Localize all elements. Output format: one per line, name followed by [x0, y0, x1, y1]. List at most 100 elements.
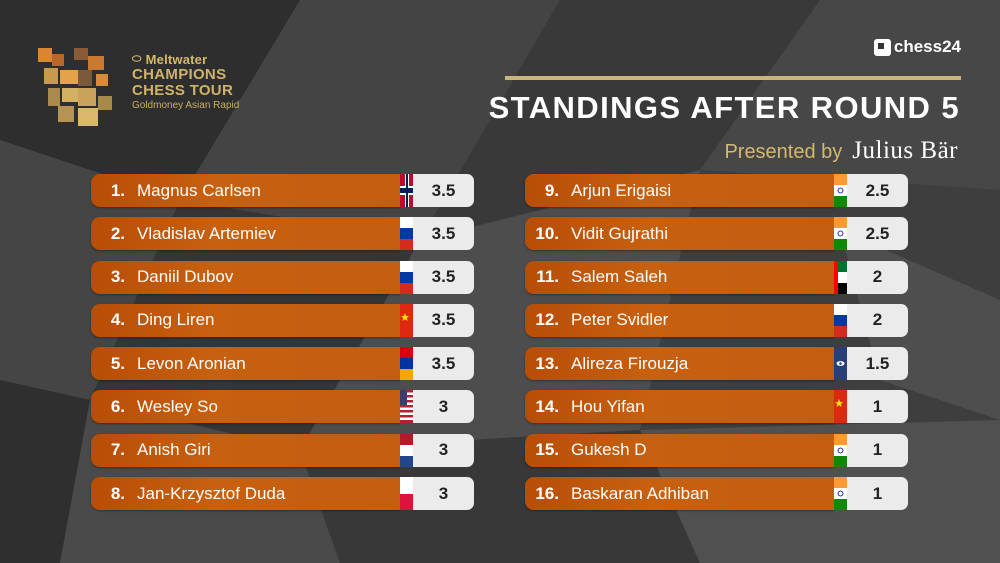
standings-row: 12. Peter Svidler 2: [525, 303, 908, 337]
presented-by: Presented by Julius Bär: [724, 137, 958, 165]
player-bar: 9. Arjun Erigaisi: [525, 174, 834, 207]
player-rank: 13.: [535, 353, 559, 373]
player-bar: 5. Levon Aronian: [91, 347, 400, 381]
player-bar: 3. Daniil Dubov: [91, 260, 400, 294]
player-score: 2.5: [847, 217, 908, 251]
player-rank: 2.: [110, 223, 125, 243]
standings-column-right: 9. Arjun Erigaisi 2.5 10. Vidit Gujrathi 2.5 1…: [525, 174, 908, 520]
player-rank: 1.: [110, 180, 125, 200]
player-name: Wesley So: [137, 396, 218, 416]
standings-row: 6. Wesley So 3: [91, 390, 474, 424]
event-name: Goldmoney Asian Rapid: [132, 100, 240, 111]
sponsor-name: Meltwater: [145, 52, 208, 67]
player-score: 3.5: [413, 303, 474, 337]
player-rank: 12.: [535, 310, 559, 330]
player-score: 2: [847, 260, 908, 294]
standings-row: 13. Alireza Firouzja 1.5: [525, 347, 908, 381]
standings-row: 8. Jan-Krzysztof Duda 3: [91, 477, 474, 511]
player-score: 3.5: [413, 217, 474, 251]
standings-row: 3. Daniil Dubov 3.5: [91, 260, 474, 294]
player-bar: 14. Hou Yifan: [525, 390, 834, 424]
player-name: Gukesh D: [571, 440, 647, 460]
player-score: 1.5: [847, 347, 908, 381]
page-title: STANDINGS AFTER ROUND 5: [488, 90, 960, 125]
player-name: Vladislav Artemiev: [137, 223, 276, 243]
uae-flag: [834, 260, 847, 294]
standings-row: 16. Baskaran Adhiban 1: [525, 477, 908, 511]
player-rank: 15.: [535, 440, 559, 460]
standings-row: 10. Vidit Gujrathi 2.5: [525, 217, 908, 251]
russia-flag: [400, 260, 413, 294]
player-score: 2.5: [847, 174, 908, 207]
player-rank: 11.: [536, 267, 559, 287]
standings-row: 11. Salem Saleh 2: [525, 260, 908, 294]
player-score: 2: [847, 303, 908, 337]
player-score: 3.5: [413, 260, 474, 294]
player-bar: 8. Jan-Krzysztof Duda: [91, 477, 400, 511]
india-flag: [834, 174, 847, 207]
player-rank: 6.: [110, 396, 125, 416]
player-name: Magnus Carlsen: [137, 180, 261, 200]
standings-row: 7. Anish Giri 3: [91, 433, 474, 467]
player-score: 1: [847, 433, 908, 467]
player-score: 3: [413, 477, 474, 511]
player-rank: 16.: [535, 483, 559, 503]
player-name: Arjun Erigaisi: [571, 180, 672, 200]
player-name: Vidit Gujrathi: [571, 223, 669, 243]
india-flag: [834, 217, 847, 251]
india-flag: [834, 477, 847, 511]
player-name: Ding Liren: [137, 310, 215, 330]
tour-title-line2: CHESS TOUR: [132, 82, 234, 99]
russia-flag: [400, 217, 413, 251]
player-rank: 5.: [110, 353, 125, 373]
player-bar: 13. Alireza Firouzja: [525, 347, 834, 381]
standings-row: 1. Magnus Carlsen 3.5: [91, 174, 474, 207]
usa-flag: [400, 390, 413, 424]
player-bar: 7. Anish Giri: [91, 433, 400, 467]
player-bar: 10. Vidit Gujrathi: [525, 217, 834, 251]
player-bar: 4. Ding Liren: [91, 303, 400, 337]
armenia-flag: [400, 347, 413, 381]
player-name: Jan-Krzysztof Duda: [137, 483, 286, 503]
player-bar: 6. Wesley So: [91, 390, 400, 424]
player-score: 3: [413, 433, 474, 467]
player-rank: 14.: [535, 396, 559, 416]
player-rank: 4.: [110, 310, 125, 330]
poland-flag: [400, 477, 413, 511]
player-rank: 3.: [110, 267, 125, 287]
player-bar: 16. Baskaran Adhiban: [525, 477, 834, 511]
chess24-logo: chess24: [873, 37, 961, 57]
player-bar: 2. Vladislav Artemiev: [91, 217, 400, 251]
player-score: 3.5: [413, 347, 474, 381]
player-rank: 8.: [110, 483, 125, 503]
player-bar: 1. Magnus Carlsen: [91, 174, 400, 207]
player-bar: 15. Gukesh D: [525, 433, 834, 467]
player-score: 1: [847, 477, 908, 511]
player-score: 3: [413, 390, 474, 424]
standings-row: 15. Gukesh D 1: [525, 433, 908, 467]
fide-flag: [834, 347, 847, 381]
player-name: Anish Giri: [137, 440, 211, 460]
meltwater-icon: ⬭: [132, 53, 142, 65]
player-score: 1: [847, 390, 908, 424]
india-flag: [834, 433, 847, 467]
player-name: Daniil Dubov: [137, 267, 234, 287]
player-name: Hou Yifan: [571, 396, 645, 416]
player-rank: 7.: [110, 440, 125, 460]
player-score: 3.5: [413, 174, 474, 207]
player-name: Baskaran Adhiban: [571, 483, 709, 503]
divider-line: [505, 76, 961, 80]
player-bar: 12. Peter Svidler: [525, 303, 834, 337]
presenter-name: Julius Bär: [852, 137, 958, 164]
meltwater-sponsor: ⬭ Meltwater: [132, 52, 239, 67]
standings-row: 14. Hou Yifan 1: [525, 390, 908, 424]
standings-row: 9. Arjun Erigaisi 2.5: [525, 174, 908, 207]
tour-branding: ⬭ Meltwater CHAMPIONS CHESS TOUR Goldmon…: [132, 52, 239, 111]
norway-flag: [400, 174, 413, 207]
russia-flag: [834, 303, 847, 337]
standings-row: 2. Vladislav Artemiev 3.5: [91, 217, 474, 251]
player-name: Salem Saleh: [571, 267, 668, 287]
player-name: Peter Svidler: [571, 310, 669, 330]
presented-label: Presented by: [724, 141, 843, 163]
player-rank: 10.: [535, 223, 559, 243]
